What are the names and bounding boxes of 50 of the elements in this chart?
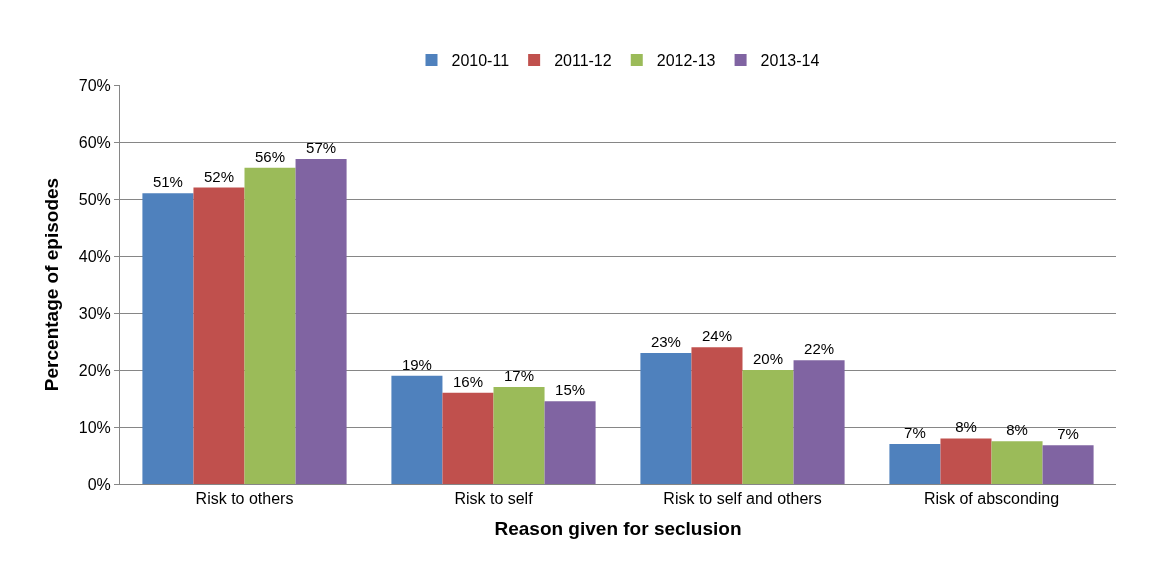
data-label: 20% [753,350,784,367]
data-label: 7% [904,424,926,442]
data-label: 19% [401,355,432,373]
y-tick-label: 40% [78,247,111,265]
bar [493,387,545,484]
data-label: 22% [804,340,835,358]
bar [391,375,443,484]
data-label: 52% [203,167,234,185]
bar [142,193,194,484]
data-label: 56% [255,147,286,165]
data-label: 51% [152,173,183,191]
bar [442,392,494,484]
bar [295,159,347,484]
bar [889,444,941,484]
bar [544,401,596,484]
x-tick-label: Risk of absconding [923,490,1060,508]
y-tick-label: 30% [78,304,111,322]
data-label: 8% [1006,421,1028,439]
legend-label: 2013-14 [760,52,820,70]
data-label: 8% [955,418,977,436]
data-label: 16% [452,372,483,390]
bar [244,167,296,484]
data-label: 7% [1057,425,1079,443]
y-tick-label: 0% [87,475,111,493]
y-tick-label: 20% [78,361,111,379]
data-label: 24% [701,327,732,345]
bar [940,438,992,484]
bar [640,352,692,484]
x-tick-label: Risk to others [195,490,294,508]
legend-label: 2011-12 [554,52,612,70]
data-label: 17% [504,367,535,385]
y-axis-title: Percentage of episodes [40,177,62,392]
bar [193,187,245,484]
bar [742,370,794,484]
data-label: 57% [306,139,337,157]
legend-label: 2012-13 [656,52,716,70]
bar [691,347,743,484]
bar [1042,445,1094,484]
x-tick-label: Risk to self [454,490,534,508]
bar [991,441,1043,484]
legend-label: 2010-11 [451,52,510,70]
x-tick-label: Risk to self and others [663,490,822,508]
data-label: 15% [555,381,586,399]
y-tick-label: 50% [78,190,111,208]
x-axis-title: Reason given for seclusion [494,518,742,539]
y-tick-label: 10% [78,418,111,436]
y-tick-label: 60% [78,133,111,151]
data-label: 23% [650,332,681,350]
y-tick-label: 70% [78,76,111,94]
bar [793,360,845,484]
